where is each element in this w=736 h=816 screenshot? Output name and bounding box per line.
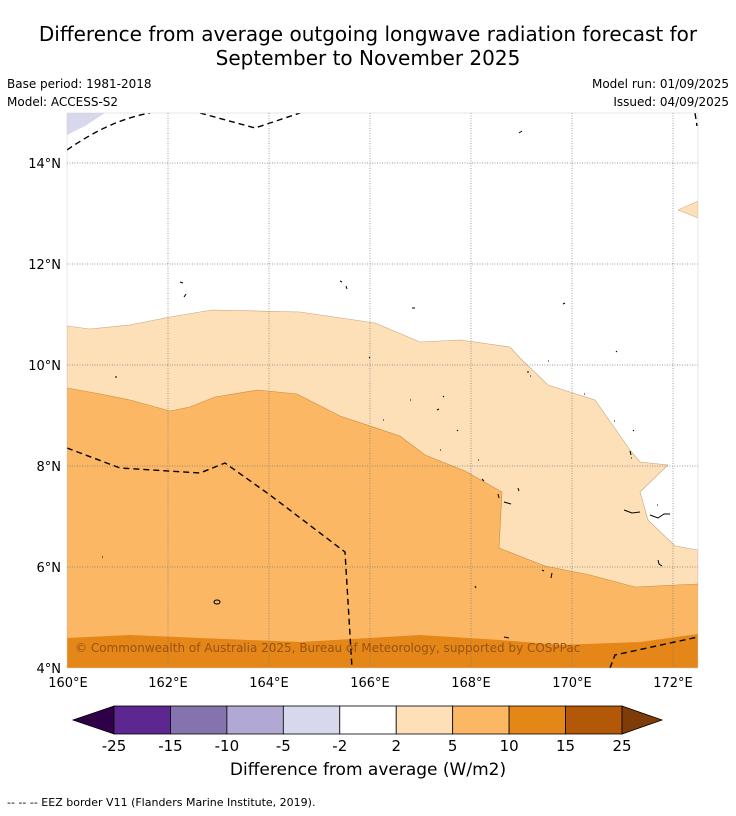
colorbar-arrow-low (71, 705, 115, 735)
issued-date: Issued: 04/09/2025 (613, 95, 729, 109)
colorbar-segment (226, 705, 284, 735)
colorbar: -25 -15 -10 -5 -2 2 5 10 15 25 (71, 705, 664, 755)
colorbar-tick-label: -2 (332, 737, 347, 755)
colorbar-segment (113, 705, 171, 735)
colorbar-tick-label: -10 (215, 737, 240, 755)
colorbar-tick-label: 15 (556, 737, 575, 755)
lon-label-162: 162°E (148, 676, 188, 691)
title-line-1: Difference from average outgoing longwav… (38, 22, 698, 46)
lat-label-8: 8°N (37, 460, 62, 475)
eez-borders (67, 113, 698, 668)
region-light-orange-east (677, 200, 698, 219)
lat-label-10: 10°N (28, 359, 61, 374)
copyright-text: © Commonwealth of Australia 2025, Bureau… (75, 641, 580, 655)
colorbar-tick-label: 5 (448, 737, 458, 755)
lat-label-6: 6°N (37, 561, 62, 576)
footnote: -- -- -- EEZ border V11 (Flanders Marine… (7, 796, 316, 809)
colorbar-tick-label: -15 (158, 737, 183, 755)
lon-label-172: 172°E (653, 676, 693, 691)
colorbar-segment (395, 705, 454, 735)
lat-label-14: 14°N (28, 157, 61, 172)
colorbar-tick-label: 2 (391, 737, 401, 755)
colorbar-segment (339, 705, 397, 735)
colorbar-tick-label: -5 (276, 737, 291, 755)
colorbar-segment (565, 705, 623, 735)
map-figure: © Commonwealth of Australia 2025, Bureau… (28, 112, 699, 755)
lat-labels: 14°N 12°N 10°N 8°N 6°N 4°N (28, 157, 61, 677)
lon-label-160: 160°E (48, 676, 88, 691)
colorbar-segment (508, 705, 566, 735)
meta-left: Base period: 1981-2018 Model: ACCESS-S2 (7, 75, 152, 111)
title-line-2: September to November 2025 (215, 46, 521, 70)
region-light-purple (67, 113, 105, 135)
colorbar-arrow-high (621, 705, 664, 735)
lon-label-168: 168°E (451, 676, 491, 691)
model-name: Model: ACCESS-S2 (7, 95, 119, 109)
meta-right: Model run: 01/09/2025 Issued: 04/09/2025 (592, 75, 729, 111)
map-area: © Commonwealth of Australia 2025, Bureau… (67, 113, 698, 668)
colorbar-segment (170, 705, 228, 735)
colorbar-segment (452, 705, 510, 735)
lon-label-166: 166°E (350, 676, 390, 691)
region-orange (67, 387, 698, 668)
colorbar-title: Difference from average (W/m2) (229, 760, 507, 780)
lon-label-170: 170°E (552, 676, 592, 691)
colorbar-segment (282, 705, 341, 735)
islands (102, 130, 670, 639)
region-dark-orange (67, 634, 698, 668)
lon-labels: 160°E 162°E 164°E 166°E 168°E 170°E 172°… (48, 676, 693, 691)
colorbar-tick-label: 10 (500, 737, 519, 755)
colorbar-tick-label: 25 (612, 737, 631, 755)
colorbar-tick-label: -25 (102, 737, 127, 755)
chart-title: Difference from average outgoing longwav… (0, 22, 736, 70)
map-frame (66, 112, 699, 669)
lat-label-12: 12°N (28, 258, 61, 273)
lat-label-4: 4°N (37, 662, 62, 677)
graticule (67, 113, 698, 668)
lon-label-164: 164°E (249, 676, 289, 691)
base-period: Base period: 1981-2018 (7, 77, 152, 91)
model-run: Model run: 01/09/2025 (591, 77, 729, 91)
